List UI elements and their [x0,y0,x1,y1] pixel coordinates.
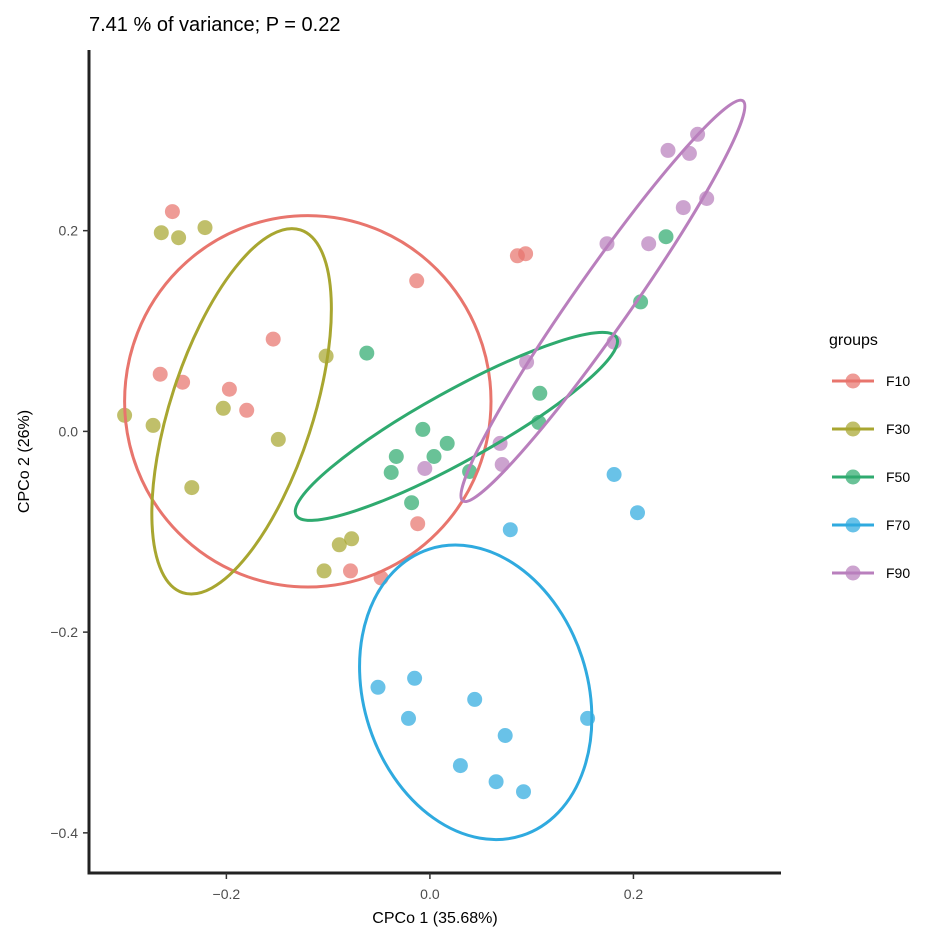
point-f70 [497,728,513,743]
plot-area [117,98,747,842]
point-f10 [410,516,426,532]
legend-label: F10 [886,373,910,389]
legend-key-point [845,373,861,389]
legend-item-f30: F30 [832,421,910,437]
x-tick-label: −0.2 [213,886,241,902]
point-f30 [344,531,360,547]
y-tick-label: 0.2 [59,223,79,239]
axes: −0.2 0.0 0.2 −0.4 −0.2 0.0 0.2 [50,50,781,902]
y-tick-label: −0.2 [50,624,78,640]
point-f50 [359,345,375,361]
legend-key-point [845,421,861,437]
y-tick-label: −0.4 [50,825,78,841]
legend-key-point [845,517,861,533]
point-f90 [699,191,715,206]
point-f70 [606,467,622,482]
point-f70 [467,691,483,707]
point-f10 [164,204,180,220]
point-f10 [409,273,425,289]
point-f10 [152,366,168,382]
point-f50 [439,435,455,451]
point-f30 [145,417,161,433]
ellipse-f30 [150,227,333,596]
y-tick-label: 0.0 [59,423,79,439]
point-f30 [153,225,169,241]
ellipse-f90 [459,98,747,504]
point-f50 [658,229,674,245]
point-f70 [630,505,645,521]
point-f30 [184,480,200,496]
point-f50 [633,294,649,310]
point-f10 [265,331,281,347]
point-f90 [660,142,676,158]
point-f30 [215,400,231,416]
point-f50 [426,449,442,464]
x-axis-title: CPCo 1 (35.68%) [372,910,497,927]
chart-subtitle: 7.41 % of variance; P = 0.22 [89,14,340,36]
point-f90 [641,236,657,252]
point-f50 [415,421,431,437]
legend-label: F50 [886,469,910,485]
point-f70 [370,679,386,695]
ellipse-f70 [358,543,594,842]
point-f30 [316,563,332,579]
x-tick-label: 0.0 [420,886,440,902]
legend: groups F10 F30 F50 F70 F90 [829,332,910,581]
legend-item-f70: F70 [832,517,910,533]
point-f50 [532,385,548,401]
point-f70 [488,774,504,790]
point-f30 [331,537,347,553]
legend-title: groups [829,332,878,349]
legend-label: F30 [886,421,910,437]
legend-item-f10: F10 [832,373,910,389]
point-f70 [401,710,416,726]
point-f90 [675,200,691,216]
point-f10 [221,381,237,397]
point-f70 [452,758,468,774]
legend-item-f50: F50 [832,469,910,485]
point-f50 [383,465,399,480]
point-f10 [518,246,534,262]
point-f50 [404,495,420,511]
point-f90 [417,461,433,476]
point-f30 [270,431,286,447]
legend-label: F70 [886,517,910,533]
point-f70 [502,522,518,538]
point-f70 [516,784,531,800]
point-f10 [239,402,255,418]
point-f70 [407,670,423,686]
point-f50 [388,449,404,464]
legend-label: F90 [886,565,910,581]
point-f30 [197,220,213,236]
legend-key-point [845,469,861,485]
ellipse-f10 [123,214,493,589]
point-f30 [171,230,187,246]
legend-item-f90: F90 [832,565,910,581]
legend-key-point [845,565,861,581]
x-tick-label: 0.2 [624,886,644,902]
point-f10 [343,563,358,579]
y-axis-title: CPCo 2 (26%) [16,410,33,513]
